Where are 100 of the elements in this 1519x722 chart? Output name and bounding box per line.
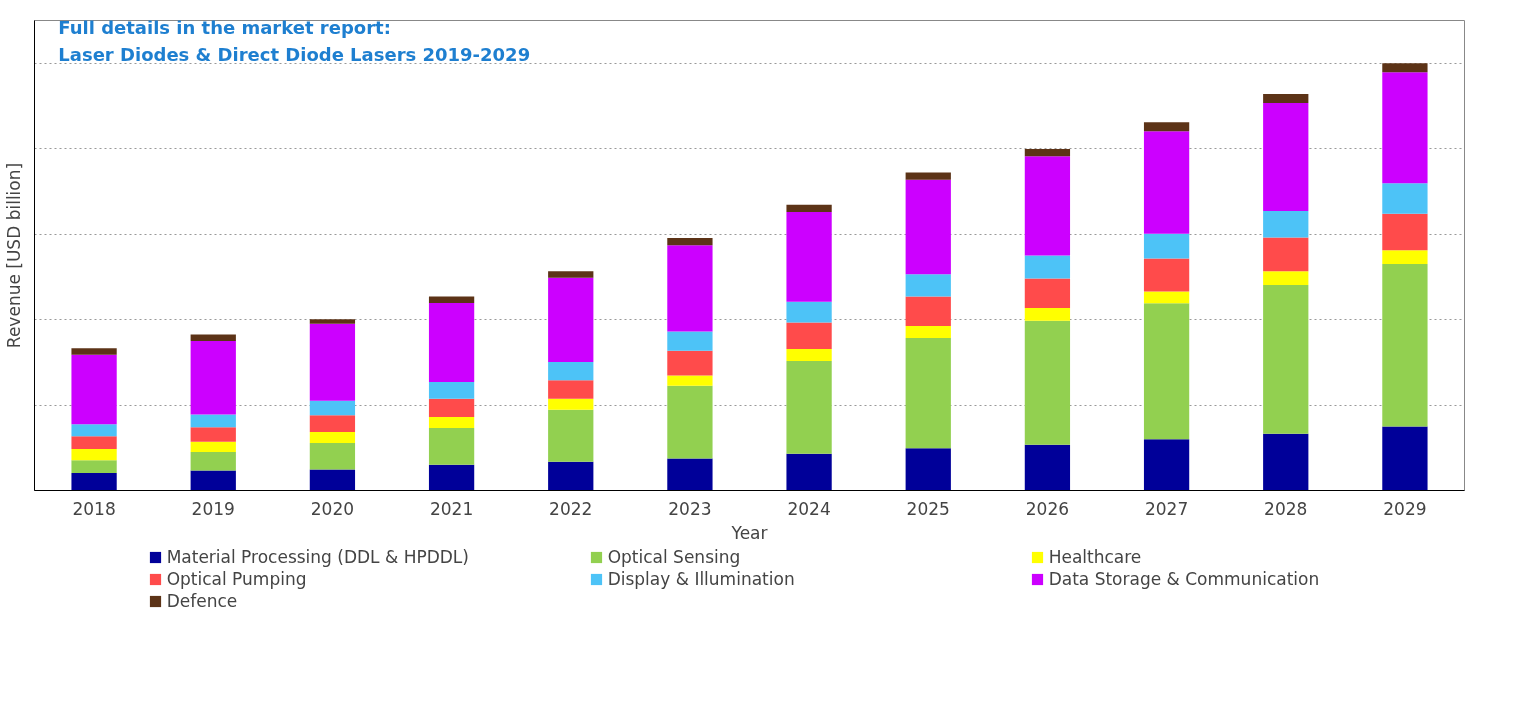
x-tick-label: 2019 (191, 498, 235, 519)
bar (309, 415, 356, 432)
bar (71, 354, 117, 425)
bar (548, 271, 594, 278)
bar (309, 400, 356, 416)
bar (786, 211, 832, 302)
bar (786, 349, 832, 362)
bar (190, 470, 236, 491)
bar (1263, 93, 1309, 103)
bar (1143, 122, 1190, 132)
legend-label: Optical Pumping (166, 569, 308, 589)
bar (786, 361, 832, 454)
bar (428, 381, 475, 399)
bar (667, 331, 713, 351)
bar (1143, 131, 1190, 234)
legend-label: Display & Illumination (607, 569, 796, 589)
bar (667, 350, 713, 376)
bar (1024, 255, 1071, 279)
x-tick-label: 2018 (72, 498, 116, 519)
bar (1024, 444, 1071, 491)
bar (71, 449, 117, 461)
x-tick-label: 2021 (429, 498, 474, 519)
bar (190, 414, 236, 428)
bar (309, 323, 356, 401)
bar (190, 452, 236, 471)
bar (1024, 149, 1071, 157)
bar (667, 385, 713, 459)
bar (1143, 258, 1190, 292)
bar (1382, 213, 1428, 251)
legend-label: Defence (166, 591, 239, 611)
bar (309, 443, 356, 470)
legend-label: Data Storage & Communication (1048, 569, 1321, 589)
bar (905, 448, 951, 491)
x-tick-label: 2027 (1144, 498, 1189, 519)
bar (905, 337, 951, 449)
bar (428, 464, 475, 491)
bar (428, 417, 475, 429)
bar (786, 204, 832, 212)
bar (905, 296, 951, 326)
bar (548, 398, 594, 410)
bar (1024, 308, 1071, 321)
bar (667, 245, 713, 332)
y-axis-title: Revenue [USD billion] (3, 162, 24, 349)
bar (1263, 211, 1309, 238)
bar (786, 301, 832, 323)
bar (548, 277, 594, 362)
x-tick-label: 2020 (310, 498, 355, 519)
legend-label: Healthcare (1048, 547, 1143, 567)
bar (428, 398, 475, 418)
x-tick-label: 2028 (1264, 498, 1308, 519)
bar (190, 334, 236, 341)
bar (71, 460, 117, 473)
bar (1263, 271, 1309, 285)
bar (428, 296, 475, 303)
bar (667, 375, 713, 386)
bar (71, 348, 117, 355)
bar (905, 274, 951, 297)
x-tick-label: 2029 (1383, 498, 1427, 519)
legend-label: Optical Sensing (607, 547, 742, 567)
bar (428, 428, 475, 465)
bar (1143, 233, 1190, 259)
bar (1382, 72, 1428, 184)
annotation: Laser Diodes & Direct Diode Lasers 2019-2029 (58, 44, 531, 66)
bar (190, 427, 236, 442)
bar (309, 431, 356, 444)
bar (1382, 426, 1428, 491)
x-tick-label: 2026 (1025, 498, 1070, 519)
text: Full details in the market report: (58, 16, 391, 38)
bar (905, 326, 951, 338)
bar (71, 424, 117, 437)
bar (1382, 264, 1428, 427)
bar (1263, 433, 1309, 491)
bar (548, 361, 594, 381)
x-tick-label: 2023 (668, 498, 712, 519)
bar (428, 302, 475, 382)
bar (905, 172, 951, 180)
bar (667, 458, 713, 491)
bar (548, 380, 594, 399)
bar (786, 453, 832, 491)
x-tick-label: 2022 (549, 498, 593, 519)
bar (190, 340, 236, 415)
bar (190, 441, 236, 453)
x-tick-label: 2025 (906, 498, 950, 519)
bar (548, 461, 594, 491)
x-axis-title: Year (730, 522, 768, 543)
bar (548, 409, 594, 462)
bar (1263, 284, 1309, 434)
bar (1382, 63, 1428, 73)
legend-label: Material Processing (DDL & HPDDL) (166, 547, 470, 567)
bar (1263, 237, 1309, 272)
bar (1143, 303, 1190, 440)
bar (1263, 102, 1309, 212)
bar (1024, 320, 1071, 445)
bar (1143, 439, 1190, 491)
bar (309, 469, 356, 491)
bar (71, 472, 117, 491)
bar (309, 319, 356, 324)
x-tick-label: 2024 (787, 498, 831, 519)
bar (1024, 278, 1071, 309)
bar (905, 179, 951, 275)
